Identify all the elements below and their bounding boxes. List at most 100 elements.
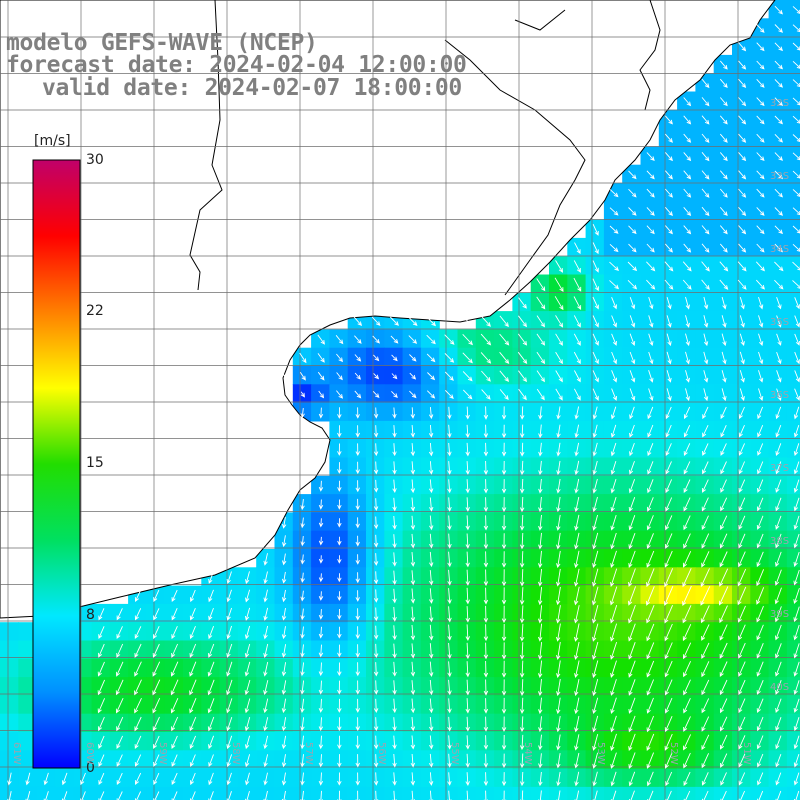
wind-cell xyxy=(713,732,733,751)
wind-cell xyxy=(695,640,715,660)
wind-cell xyxy=(585,695,605,715)
wind-arrow xyxy=(465,716,470,732)
wind-arrow xyxy=(592,771,598,787)
wind-cell xyxy=(475,603,495,623)
wind-cell xyxy=(18,713,38,733)
wind-arrow xyxy=(426,334,436,345)
wind-cell xyxy=(786,54,800,74)
wind-arrow xyxy=(391,373,398,380)
wind-arrow xyxy=(685,315,690,328)
wind-cell xyxy=(219,786,239,800)
wind-arrow xyxy=(719,133,728,143)
wind-cell xyxy=(677,786,696,800)
wind-cell xyxy=(768,658,788,678)
wind-cell xyxy=(768,475,788,495)
wind-cell xyxy=(329,750,349,770)
lon-label: 52W xyxy=(668,742,679,765)
lat-label: 36S xyxy=(770,390,790,401)
wind-arrow xyxy=(719,170,728,180)
wind-arrow xyxy=(628,642,636,660)
wind-arrow xyxy=(647,479,654,494)
wind-cell xyxy=(695,530,715,550)
wind-cell xyxy=(73,768,93,788)
wind-arrow xyxy=(189,716,197,732)
wind-arrow xyxy=(447,642,452,659)
wind-arrow xyxy=(355,790,361,800)
wind-arrow xyxy=(134,626,142,639)
wind-arrow xyxy=(701,716,710,732)
wind-arrow xyxy=(720,406,727,420)
wind-arrow xyxy=(610,514,617,531)
wind-arrow xyxy=(281,754,287,768)
wind-cell xyxy=(219,695,239,715)
wind-arrow xyxy=(683,115,692,125)
wind-arrow xyxy=(756,515,764,530)
wind-cell xyxy=(658,402,678,422)
wind-arrow xyxy=(519,532,525,550)
wind-arrow xyxy=(701,734,710,751)
wind-arrow xyxy=(480,352,492,364)
wind-cell xyxy=(18,677,38,696)
wind-arrow xyxy=(663,586,674,606)
wind-arrow xyxy=(518,297,527,309)
wind-cell xyxy=(201,695,221,715)
wind-arrow xyxy=(189,772,196,786)
wind-arrow xyxy=(501,424,507,439)
wind-cell xyxy=(750,603,770,623)
wind-arrow xyxy=(556,660,561,679)
wind-arrow xyxy=(738,716,746,732)
wind-arrow xyxy=(721,351,727,365)
wind-arrow xyxy=(775,443,782,457)
wind-cell xyxy=(311,768,330,788)
wind-arrow xyxy=(43,772,49,786)
wind-arrow xyxy=(776,370,782,383)
wind-cell xyxy=(658,677,678,696)
wind-cell xyxy=(530,677,550,696)
wind-arrow xyxy=(628,515,636,531)
wind-arrow xyxy=(409,390,417,399)
wind-cell xyxy=(622,713,642,733)
wind-arrow xyxy=(574,460,580,476)
wind-arrow xyxy=(501,533,507,550)
wind-arrow xyxy=(756,497,764,512)
wind-arrow xyxy=(774,97,783,107)
wind-cell xyxy=(786,658,800,678)
wind-cell xyxy=(311,549,330,568)
wind-cell xyxy=(274,713,294,733)
wind-arrow xyxy=(336,372,343,381)
wind-cell xyxy=(329,603,349,623)
wind-arrow xyxy=(226,698,233,714)
border-line xyxy=(514,9,566,31)
wind-cell xyxy=(402,768,422,788)
wind-arrow xyxy=(610,550,617,569)
wind-cell xyxy=(439,402,459,422)
wind-cell xyxy=(457,658,477,678)
wind-arrow xyxy=(300,590,305,602)
wind-arrow xyxy=(170,698,179,714)
wind-cell xyxy=(201,786,221,800)
wind-cell xyxy=(347,494,367,513)
wind-cell xyxy=(640,567,660,587)
wind-arrow xyxy=(573,260,581,273)
wind-arrow xyxy=(189,608,196,621)
wind-arrow xyxy=(410,588,416,604)
wind-arrow xyxy=(592,333,599,346)
wind-arrow xyxy=(373,717,379,732)
wind-arrow xyxy=(483,698,489,714)
wind-arrow xyxy=(80,772,86,786)
wind-arrow xyxy=(556,697,561,715)
wind-arrow xyxy=(774,133,783,143)
wind-arrow xyxy=(300,717,305,732)
wind-arrow xyxy=(447,515,452,531)
wind-arrow xyxy=(573,296,582,310)
wind-arrow xyxy=(592,697,599,715)
wind-cell xyxy=(366,658,385,678)
wind-arrow xyxy=(793,406,800,420)
wind-cell xyxy=(786,732,800,751)
wind-cell xyxy=(439,640,459,660)
wind-arrow xyxy=(793,606,800,623)
wind-cell xyxy=(311,512,330,532)
wind-cell xyxy=(475,512,495,532)
wind-cell xyxy=(201,603,221,623)
